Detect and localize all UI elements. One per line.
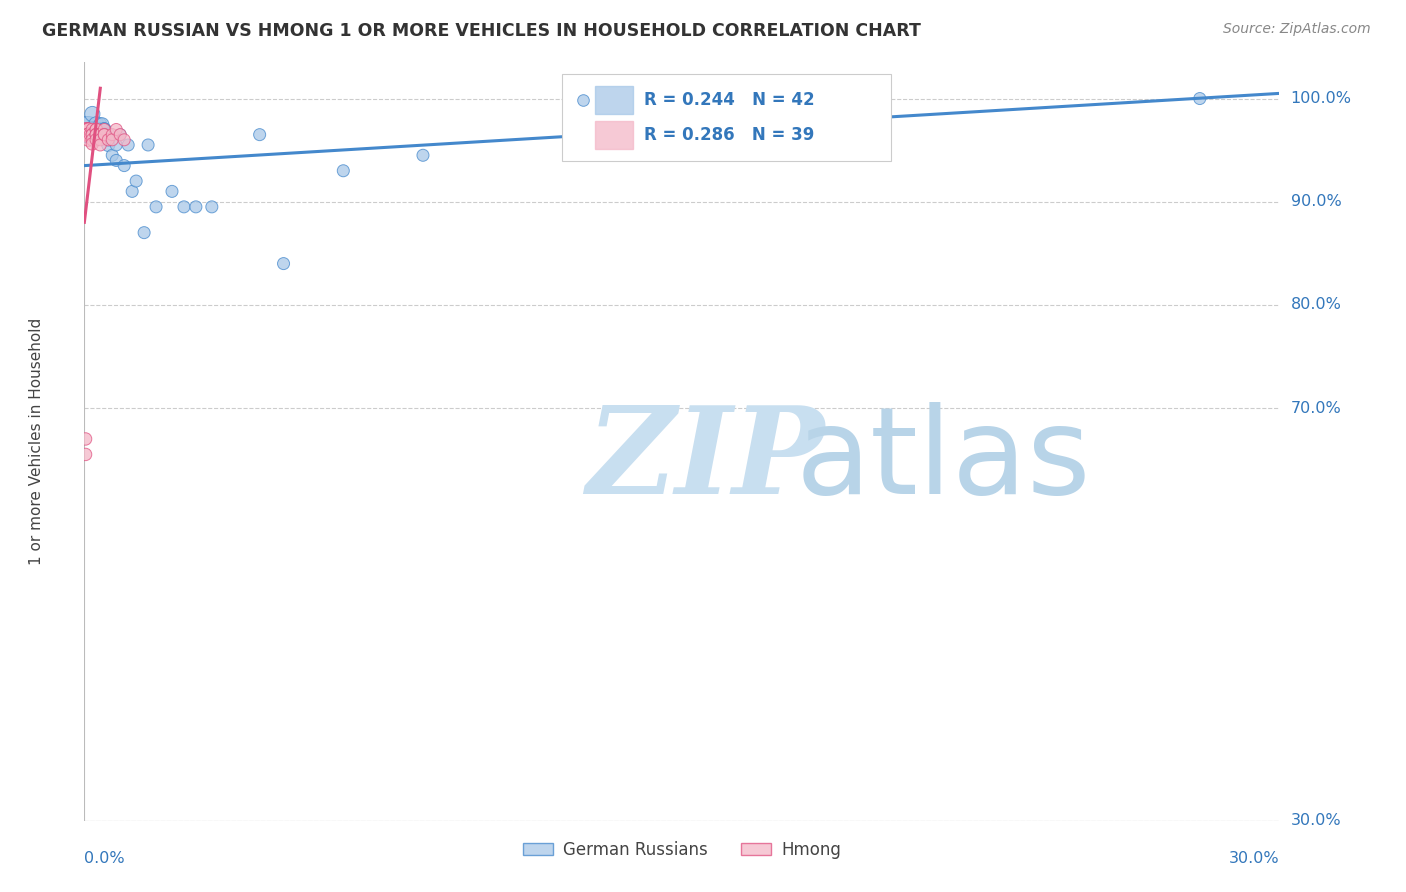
Point	[93, 122, 115, 136]
Point	[110, 128, 132, 142]
Point	[83, 122, 105, 136]
Point	[75, 128, 97, 142]
Point	[86, 128, 108, 142]
Point	[89, 128, 111, 142]
Point	[77, 128, 100, 142]
Point	[77, 122, 100, 136]
FancyBboxPatch shape	[562, 74, 891, 161]
Point	[110, 128, 132, 142]
Point	[75, 122, 97, 136]
Point	[101, 148, 124, 162]
Point	[82, 136, 104, 151]
Point	[93, 128, 115, 142]
Point	[125, 174, 148, 188]
Text: 1 or more Vehicles in Household: 1 or more Vehicles in Household	[30, 318, 44, 566]
Text: Source: ZipAtlas.com: Source: ZipAtlas.com	[1223, 22, 1371, 37]
Point	[412, 148, 434, 162]
Point	[75, 128, 97, 142]
Point	[105, 153, 128, 168]
Point	[75, 447, 97, 461]
Point	[97, 138, 120, 153]
Legend: German Russians, Hmong: German Russians, Hmong	[516, 834, 848, 865]
Point	[136, 138, 159, 153]
Point	[93, 128, 115, 142]
Point	[77, 128, 100, 142]
Point	[77, 128, 100, 142]
Point	[86, 117, 108, 131]
Point	[86, 122, 108, 136]
Point	[93, 122, 115, 136]
Point	[160, 185, 183, 199]
Point	[101, 133, 124, 147]
Text: 0.0%: 0.0%	[84, 851, 125, 866]
Point	[93, 122, 115, 136]
Point	[77, 133, 100, 147]
Point	[82, 128, 104, 142]
Point	[79, 122, 101, 136]
Point	[117, 138, 139, 153]
Point	[86, 128, 108, 142]
Point	[112, 133, 135, 147]
Text: 70.0%: 70.0%	[1291, 401, 1341, 416]
Point	[86, 122, 108, 136]
Point	[89, 122, 111, 136]
Point	[273, 257, 295, 271]
Text: 80.0%: 80.0%	[1291, 297, 1341, 312]
Point	[112, 159, 135, 173]
Point	[75, 432, 97, 446]
Point	[89, 128, 111, 142]
Point	[75, 122, 97, 136]
Point	[82, 122, 104, 136]
Point	[89, 133, 111, 147]
Text: R = 0.286   N = 39: R = 0.286 N = 39	[644, 126, 814, 144]
Bar	[595, 87, 633, 113]
Text: atlas: atlas	[796, 402, 1091, 519]
Text: 30.0%: 30.0%	[1229, 851, 1279, 866]
Point	[91, 117, 114, 131]
Point	[77, 122, 100, 136]
Point	[105, 122, 128, 136]
Point	[82, 128, 104, 142]
Point	[97, 133, 120, 147]
Point	[79, 128, 101, 142]
Point	[75, 122, 97, 136]
Point	[82, 133, 104, 147]
Point	[1188, 91, 1211, 105]
Point	[184, 200, 207, 214]
Point	[82, 122, 104, 136]
Point	[97, 128, 120, 142]
Point	[77, 122, 100, 136]
Point	[89, 138, 111, 153]
Point	[173, 200, 195, 214]
Point	[145, 200, 167, 214]
Text: 30.0%: 30.0%	[1291, 814, 1341, 828]
Text: 90.0%: 90.0%	[1291, 194, 1341, 210]
Text: ZIP: ZIP	[586, 401, 824, 520]
Point	[89, 117, 111, 131]
Text: GERMAN RUSSIAN VS HMONG 1 OR MORE VEHICLES IN HOUSEHOLD CORRELATION CHART: GERMAN RUSSIAN VS HMONG 1 OR MORE VEHICL…	[42, 22, 921, 40]
Point	[75, 122, 97, 136]
Point	[86, 122, 108, 136]
Point	[87, 122, 110, 136]
Point	[249, 128, 271, 142]
Point	[101, 128, 124, 142]
Text: 100.0%: 100.0%	[1291, 91, 1351, 106]
Point	[93, 128, 115, 142]
Point	[93, 122, 115, 136]
Point	[97, 133, 120, 147]
Point	[86, 133, 108, 147]
Text: R = 0.244   N = 42: R = 0.244 N = 42	[644, 91, 814, 109]
Point	[201, 200, 224, 214]
Point	[332, 163, 354, 178]
Point	[105, 138, 128, 153]
Point	[86, 122, 108, 136]
Point	[86, 128, 108, 142]
Point	[89, 122, 111, 136]
Bar	[595, 121, 633, 149]
Point	[77, 122, 100, 136]
Point	[82, 107, 104, 121]
Point	[121, 185, 143, 199]
Point	[132, 226, 156, 240]
Point	[89, 122, 111, 136]
